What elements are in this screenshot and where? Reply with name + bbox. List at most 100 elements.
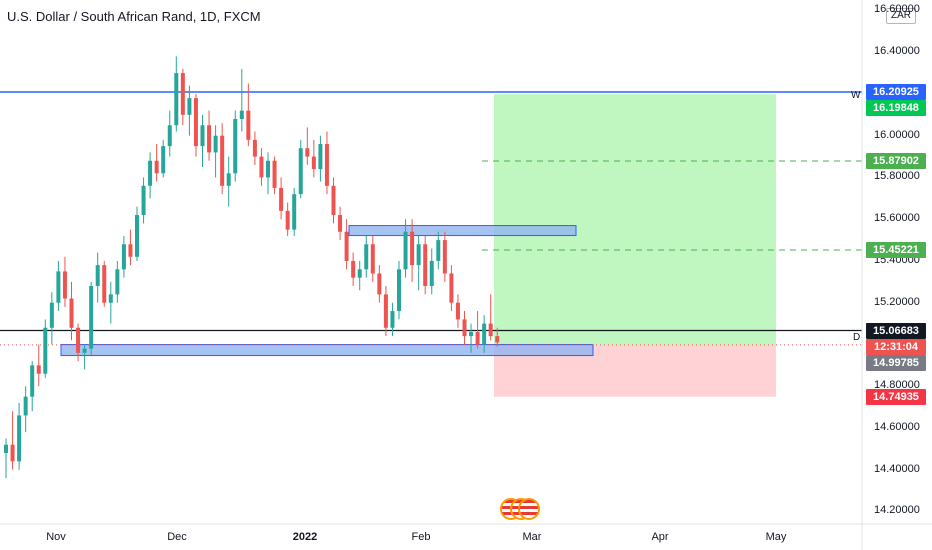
candle-body bbox=[220, 135, 225, 186]
take-profit-zone bbox=[494, 94, 776, 345]
candle-body bbox=[207, 125, 212, 153]
candle-body bbox=[403, 231, 408, 270]
candle-body bbox=[187, 98, 192, 115]
flag-icon-cluster[interactable] bbox=[500, 498, 540, 522]
candle-body bbox=[344, 231, 349, 261]
candle-body bbox=[49, 302, 54, 328]
event-flag-icon bbox=[518, 498, 540, 520]
candle-body bbox=[233, 118, 238, 174]
candle-body bbox=[56, 271, 61, 303]
candle-body bbox=[370, 244, 375, 274]
price-tick-label: 16.60000 bbox=[874, 3, 920, 16]
candle-body bbox=[298, 148, 303, 195]
candle-body bbox=[62, 271, 67, 299]
candle-body bbox=[154, 160, 159, 174]
candle-body bbox=[449, 273, 454, 303]
zones bbox=[60, 94, 776, 397]
price-tick-label: 14.20000 bbox=[874, 504, 920, 517]
candle-body bbox=[128, 244, 133, 257]
price-tick-label: 14.80000 bbox=[874, 379, 920, 392]
price-tick-label: 15.80000 bbox=[874, 170, 920, 183]
candle-body bbox=[23, 396, 28, 416]
candle-body bbox=[351, 260, 356, 278]
candle-body bbox=[462, 319, 467, 337]
price-badge: 12:31:04 bbox=[866, 338, 926, 355]
candle-body bbox=[469, 331, 474, 337]
candle-body bbox=[213, 135, 218, 153]
time-tick-label: 2022 bbox=[292, 531, 318, 543]
resistance-zone bbox=[348, 225, 577, 237]
candle-body bbox=[279, 187, 284, 211]
candle-body bbox=[357, 269, 362, 278]
time-tick-label: Nov bbox=[46, 531, 66, 543]
price-tick-label: 16.40000 bbox=[874, 45, 920, 58]
candle-body bbox=[82, 348, 87, 353]
candle-body bbox=[259, 156, 264, 178]
candle-body bbox=[10, 444, 15, 462]
candle-body bbox=[338, 215, 343, 232]
candle-body bbox=[108, 294, 113, 303]
horizontal-lines bbox=[0, 91, 862, 346]
candle-body bbox=[76, 327, 81, 353]
candles bbox=[4, 56, 500, 479]
time-tick-label: Mar bbox=[522, 531, 542, 543]
price-badge: 16.19848 bbox=[866, 100, 926, 116]
candle-body bbox=[383, 294, 388, 328]
candle-body bbox=[115, 269, 120, 295]
candle-body bbox=[200, 125, 205, 147]
candle-body bbox=[4, 444, 8, 454]
candle-body bbox=[266, 160, 270, 178]
price-badge: 15.87902 bbox=[866, 152, 926, 169]
candle-body bbox=[423, 244, 428, 287]
candle-body bbox=[167, 125, 172, 147]
candle-body bbox=[324, 144, 329, 186]
candle-body bbox=[482, 323, 487, 345]
candle-body bbox=[246, 110, 251, 140]
time-tick-label: Apr bbox=[651, 531, 669, 543]
candle-body bbox=[331, 185, 336, 216]
candle-body bbox=[488, 323, 493, 337]
price-tick-label: 14.60000 bbox=[874, 420, 920, 433]
candle-body bbox=[30, 365, 35, 397]
line-marker-d: D bbox=[853, 332, 861, 343]
candle-body bbox=[475, 331, 480, 345]
candle-body bbox=[135, 215, 139, 257]
candle-body bbox=[436, 240, 441, 261]
candle-body bbox=[193, 98, 198, 147]
price-badge: 14.99785 bbox=[866, 354, 926, 371]
candle-body bbox=[36, 365, 41, 374]
candle-body bbox=[252, 139, 257, 157]
candle-body bbox=[174, 73, 179, 126]
candle-body bbox=[292, 194, 297, 230]
candle-body bbox=[226, 173, 231, 186]
candle-body bbox=[43, 327, 48, 374]
currency-badge[interactable]: ZAR bbox=[886, 8, 916, 24]
price-badge: 14.74935 bbox=[866, 388, 926, 405]
candle-body bbox=[17, 415, 22, 462]
candle-body bbox=[390, 311, 395, 328]
price-tick-label: 15.60000 bbox=[874, 212, 920, 225]
candle-body bbox=[89, 286, 94, 349]
time-tick-label: May bbox=[765, 531, 787, 543]
candle-body bbox=[410, 231, 415, 266]
candle-body bbox=[69, 298, 74, 328]
price-badge: 15.45221 bbox=[866, 242, 926, 259]
candle-body bbox=[442, 240, 447, 274]
candle-body bbox=[429, 260, 434, 287]
candle-body bbox=[121, 244, 126, 270]
candle-body bbox=[416, 244, 421, 266]
price-tick-label: 16.00000 bbox=[874, 128, 920, 141]
price-tick-label: 15.20000 bbox=[874, 295, 920, 308]
price-badge: 16.20925 bbox=[866, 84, 926, 100]
candle-body bbox=[495, 336, 500, 343]
candle-body bbox=[285, 210, 290, 230]
candle-body bbox=[180, 73, 185, 115]
price-tick-label: 14.40000 bbox=[874, 462, 920, 475]
candle-body bbox=[364, 244, 369, 270]
candle-body bbox=[239, 110, 244, 119]
line-marker-w: W bbox=[851, 90, 861, 101]
candle-body bbox=[377, 273, 382, 295]
